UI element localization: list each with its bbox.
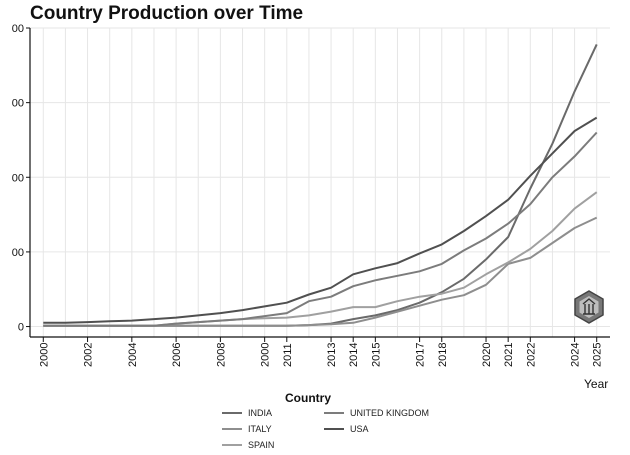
legend-label: USA — [350, 424, 369, 434]
x-tick-label: 2002 — [83, 343, 95, 367]
x-tick-label: 2020 — [481, 343, 493, 367]
x-tick-label: 2025 — [592, 343, 604, 367]
x-tick-label: 2022 — [525, 343, 537, 367]
y-tick-label: 0 — [18, 322, 24, 334]
shield-logo-icon — [574, 290, 604, 324]
series-line-spain — [43, 191, 598, 327]
legend-item-united-kingdom[interactable]: UNITED KINGDOM — [324, 408, 429, 418]
legend-item-spain[interactable]: SPAIN — [222, 440, 274, 450]
x-tick-labels: 2000 2002 2004 2006 2008 2000 2011 2013 2014 2015… — [38, 337, 604, 367]
y-tick-label: 00 — [12, 23, 24, 35]
grid — [30, 27, 610, 337]
x-tick-label: 2013 — [326, 343, 338, 367]
series-line-united-kingdom — [43, 131, 598, 327]
x-axis-label: Year — [584, 377, 608, 391]
axes — [29, 28, 610, 338]
series-lines — [43, 43, 598, 327]
series-line-italy — [43, 216, 598, 327]
x-tick-label: 2006 — [171, 343, 183, 367]
legend-label: ITALY — [248, 424, 272, 434]
x-tick-label: 2017 — [415, 343, 427, 367]
x-tick-label: 2000 — [38, 343, 50, 367]
x-tick-label: 2018 — [437, 343, 449, 367]
chart-title: Country Production over Time — [30, 3, 303, 24]
x-tick-label: 2011 — [282, 343, 294, 367]
y-tick-label: 00 — [12, 247, 24, 259]
legend-label: INDIA — [248, 408, 272, 418]
y-tick-label: 00 — [12, 98, 24, 110]
legend-item-usa[interactable]: USA — [324, 424, 369, 434]
series-line-india — [43, 43, 598, 327]
x-tick-label: 2000 — [260, 343, 272, 367]
x-tick-label: 2021 — [503, 343, 515, 367]
x-tick-label: 2008 — [215, 343, 227, 367]
legend-title: Country — [285, 391, 331, 405]
legend-label: UNITED KINGDOM — [350, 408, 429, 418]
y-tick-label: 00 — [12, 172, 24, 184]
x-tick-label: 2024 — [570, 343, 582, 367]
legend[interactable]: INDIA ITALY SPAIN UNITED KINGDOM USA — [222, 408, 429, 450]
legend-label: SPAIN — [248, 440, 274, 450]
series-line-usa — [43, 116, 598, 324]
legend-item-italy[interactable]: ITALY — [222, 424, 272, 434]
x-tick-label: 2015 — [370, 343, 382, 367]
x-tick-label: 2004 — [127, 343, 139, 367]
x-tick-label: 2014 — [348, 343, 360, 367]
legend-item-india[interactable]: INDIA — [222, 408, 272, 418]
